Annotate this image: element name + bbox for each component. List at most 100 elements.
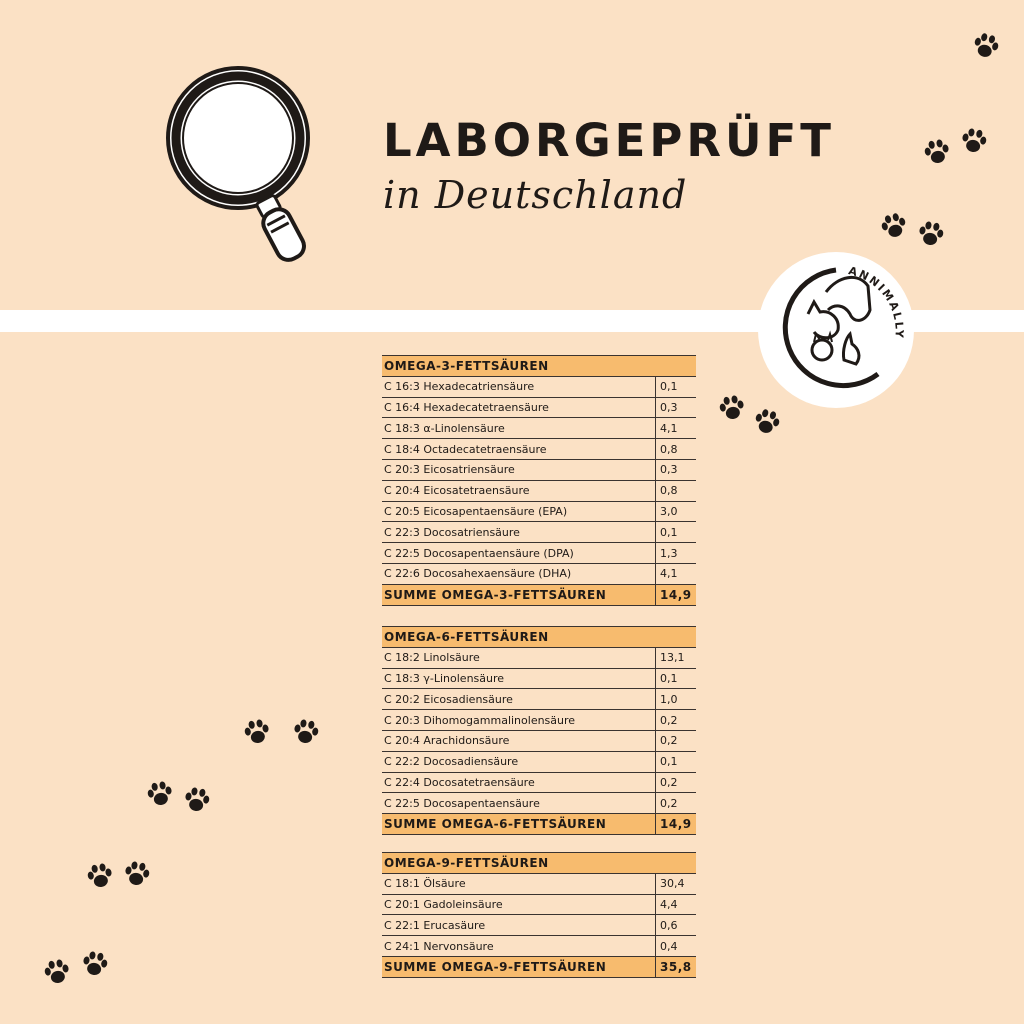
table-header-row: OMEGA-6-FETTSÄUREN <box>382 626 696 648</box>
acid-name: C 22:6 Docosahexaensäure (DHA) <box>382 563 656 585</box>
acid-value: 0,4 <box>655 935 696 957</box>
omega3-table: OMEGA-3-FETTSÄUREN C 16:3 Hexadecatriens… <box>382 355 696 606</box>
brand-logo: ANNIMALLY <box>758 252 914 408</box>
acid-name: C 22:2 Docosadiensäure <box>382 751 656 773</box>
acid-value: 0,2 <box>655 792 696 815</box>
magnifying-glass-icon <box>166 66 310 262</box>
acid-value: 0,6 <box>655 914 696 937</box>
acid-value: 0,2 <box>655 709 696 731</box>
table-row: C 22:5 Docosapentaensäure 0,2 <box>382 792 696 815</box>
acid-value: 4,4 <box>655 894 696 916</box>
acid-name: C 22:1 Erucasäure <box>382 914 656 937</box>
paw-print-icon <box>753 408 781 436</box>
acid-value: 0,3 <box>655 459 696 481</box>
paw-print-icon <box>292 718 320 745</box>
acid-name: C 16:4 Hexadecatetraensäure <box>382 397 656 419</box>
paw-print-icon <box>718 394 746 421</box>
table-row: C 18:3 γ-Linolensäure 0,1 <box>382 668 696 690</box>
omega3-sum-label: SUMME OMEGA-3-FETTSÄUREN <box>382 584 656 606</box>
paw-print-icon <box>960 127 988 154</box>
acid-value: 30,4 <box>655 873 696 895</box>
acid-name: C 22:4 Docosatetraensäure <box>382 772 656 794</box>
table-row: C 22:4 Docosatetraensäure 0,2 <box>382 772 696 794</box>
table-header-row: OMEGA-9-FETTSÄUREN <box>382 852 696 874</box>
acid-value: 0,3 <box>655 397 696 419</box>
table-row: C 22:2 Docosadiensäure 0,1 <box>382 751 696 773</box>
acid-name: C 22:3 Docosatriensäure <box>382 521 656 544</box>
table-row: C 22:3 Docosatriensäure 0,1 <box>382 521 696 544</box>
acid-name: C 20:4 Eicosatetraensäure <box>382 480 656 502</box>
table-sum-row: SUMME OMEGA-9-FETTSÄUREN 35,8 <box>382 956 696 978</box>
acid-name: C 22:5 Docosapentaensäure <box>382 792 656 815</box>
table-sum-row: SUMME OMEGA-3-FETTSÄUREN 14,9 <box>382 584 696 606</box>
omega6-sum-value: 14,9 <box>655 813 696 835</box>
table-row: C 22:6 Docosahexaensäure (DHA) 4,1 <box>382 563 696 585</box>
omega6-table: OMEGA-6-FETTSÄUREN C 18:2 Linolsäure 13,1… <box>382 626 696 835</box>
acid-value: 0,8 <box>655 480 696 502</box>
acid-name: C 18:3 γ-Linolensäure <box>382 668 656 690</box>
paw-print-icon <box>43 958 71 985</box>
acid-value: 0,8 <box>655 438 696 460</box>
acid-name: C 22:5 Docosapentaensäure (DPA) <box>382 542 656 564</box>
acid-value: 0,1 <box>655 521 696 544</box>
acid-value: 1,3 <box>655 542 696 564</box>
acid-name: C 18:1 Ölsäure <box>382 873 656 895</box>
table-row: C 18:2 Linolsäure 13,1 <box>382 647 696 669</box>
table-row: C 18:3 α-Linolensäure 4,1 <box>382 417 696 440</box>
table-row: C 20:2 Eicosadiensäure 1,0 <box>382 688 696 711</box>
omega9-heading: OMEGA-9-FETTSÄUREN <box>382 852 696 874</box>
table-row: C 16:3 Hexadecatriensäure 0,1 <box>382 376 696 398</box>
acid-name: C 20:4 Arachidonsäure <box>382 730 656 752</box>
acid-name: C 20:1 Gadoleinsäure <box>382 894 656 916</box>
paw-print-icon <box>86 862 114 889</box>
paw-print-icon <box>123 860 151 887</box>
omega6-heading: OMEGA-6-FETTSÄUREN <box>382 626 696 648</box>
paw-print-icon <box>243 718 271 745</box>
acid-value: 0,1 <box>655 751 696 773</box>
acid-value: 4,1 <box>655 417 696 440</box>
table-row: C 16:4 Hexadecatetraensäure 0,3 <box>382 397 696 419</box>
paw-print-icon <box>183 786 211 813</box>
table-row: C 20:5 Eicosapentaensäure (EPA) 3,0 <box>382 501 696 523</box>
paw-print-icon <box>972 32 1000 60</box>
paw-print-icon <box>880 212 908 240</box>
table-row: C 20:1 Gadoleinsäure 4,4 <box>382 894 696 916</box>
table-row: C 20:4 Arachidonsäure 0,2 <box>382 730 696 752</box>
paw-print-icon <box>81 950 109 977</box>
acid-value: 1,0 <box>655 688 696 711</box>
omega6-sum-label: SUMME OMEGA-6-FETTSÄUREN <box>382 813 656 835</box>
table-row: C 24:1 Nervonsäure 0,4 <box>382 935 696 957</box>
paw-print-icon <box>146 780 174 807</box>
table-header-row: OMEGA-3-FETTSÄUREN <box>382 355 696 377</box>
acid-name: C 20:3 Eicosatriensäure <box>382 459 656 481</box>
table-row: C 20:3 Eicosatriensäure 0,3 <box>382 459 696 481</box>
acid-name: C 20:2 Eicosadiensäure <box>382 688 656 711</box>
acid-value: 13,1 <box>655 647 696 669</box>
paw-print-icon <box>917 220 945 247</box>
omega9-sum-value: 35,8 <box>655 956 696 978</box>
acid-name: C 18:2 Linolsäure <box>382 647 656 669</box>
table-sum-row: SUMME OMEGA-6-FETTSÄUREN 14,9 <box>382 813 696 835</box>
acid-name: C 18:4 Octadecatetraensäure <box>382 438 656 460</box>
omega9-sum-label: SUMME OMEGA-9-FETTSÄUREN <box>382 956 656 978</box>
acid-name: C 20:5 Eicosapentaensäure (EPA) <box>382 501 656 523</box>
acid-name: C 18:3 α-Linolensäure <box>382 417 656 440</box>
table-row: C 22:5 Docosapentaensäure (DPA) 1,3 <box>382 542 696 564</box>
table-row: C 22:1 Erucasäure 0,6 <box>382 914 696 937</box>
paw-print-icon <box>923 138 951 165</box>
omega3-heading: OMEGA-3-FETTSÄUREN <box>382 355 696 377</box>
omega3-sum-value: 14,9 <box>655 584 696 606</box>
table-row: C 20:3 Dihomogammalinolensäure 0,2 <box>382 709 696 731</box>
acid-name: C 20:3 Dihomogammalinolensäure <box>382 709 656 731</box>
acid-value: 0,2 <box>655 730 696 752</box>
table-row: C 20:4 Eicosatetraensäure 0,8 <box>382 480 696 502</box>
acid-value: 0,1 <box>655 376 696 398</box>
page-subtitle: in Deutschland <box>383 173 688 217</box>
table-row: C 18:4 Octadecatetraensäure 0,8 <box>382 438 696 460</box>
omega9-table: OMEGA-9-FETTSÄUREN C 18:1 Ölsäure 30,4 C … <box>382 852 696 978</box>
acid-value: 3,0 <box>655 501 696 523</box>
acid-value: 4,1 <box>655 563 696 585</box>
acid-name: C 24:1 Nervonsäure <box>382 935 656 957</box>
acid-name: C 16:3 Hexadecatriensäure <box>382 376 656 398</box>
acid-value: 0,2 <box>655 772 696 794</box>
